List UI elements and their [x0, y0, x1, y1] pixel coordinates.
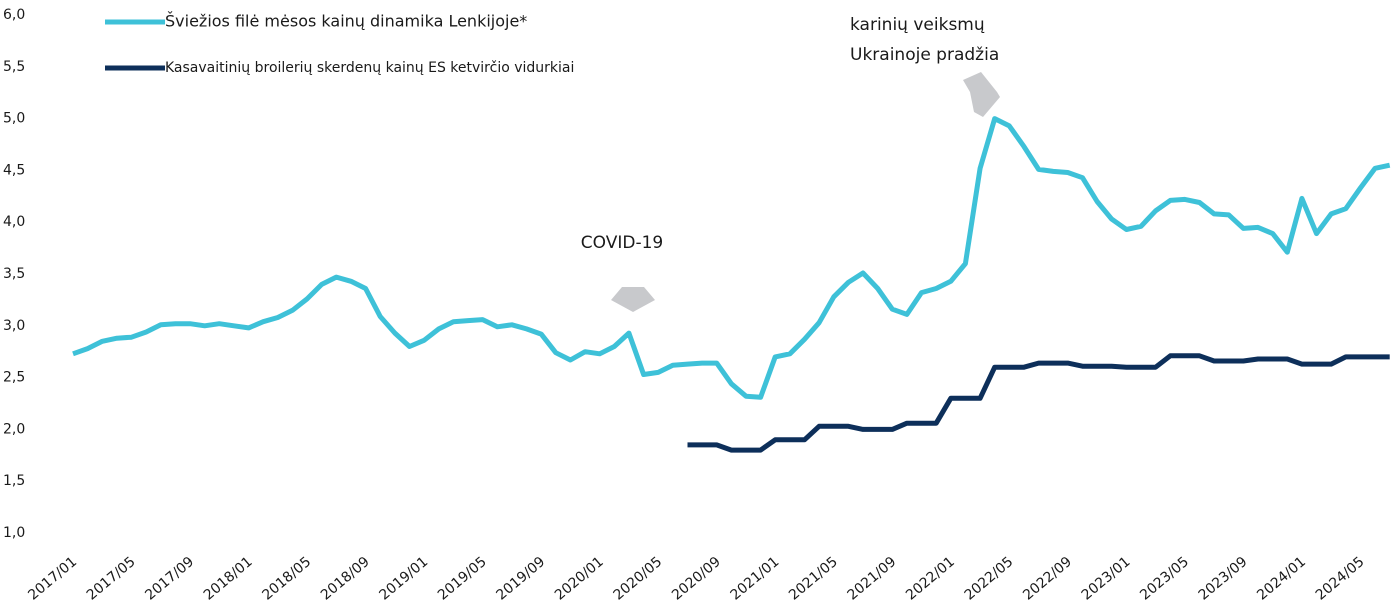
x-tick-label: 2021/09	[845, 554, 900, 604]
annotation: COVID-19	[581, 233, 663, 253]
legend-label: Šviežios filė mėsos kainų dinamika Lenki…	[165, 12, 527, 31]
x-tick-label: 2024/05	[1313, 554, 1368, 604]
x-tick-label: 2021/01	[728, 554, 783, 604]
covid-arrow	[611, 287, 655, 312]
x-tick-label: 2022/05	[962, 554, 1017, 604]
annotation: Ukrainoje pradžia	[850, 45, 999, 65]
x-tick-label: 2018/09	[318, 554, 373, 604]
y-tick-label: 5,0	[3, 111, 25, 127]
war-arrow	[963, 72, 1000, 117]
x-tick-label: 2022/09	[1020, 554, 1075, 604]
y-tick-label: 4,5	[3, 162, 25, 178]
y-tick-label: 3,5	[3, 266, 25, 282]
x-tick-label: 2023/01	[1079, 554, 1134, 604]
x-tick-label: 2023/09	[1196, 554, 1251, 604]
x-tick-label: 2020/01	[552, 554, 607, 604]
x-tick-label: 2022/01	[903, 554, 958, 604]
y-tick-label: 4,0	[3, 214, 25, 230]
x-tick-label: 2019/01	[376, 554, 431, 604]
series-line	[687, 353, 1390, 453]
series-line	[72, 116, 1391, 400]
y-tick-label: 5,5	[3, 59, 25, 75]
x-tick-label: 2017/05	[84, 554, 139, 604]
x-tick-label: 2024/01	[1254, 554, 1309, 604]
annotation: karinių veiksmų	[850, 15, 985, 35]
y-tick-label: 3,0	[3, 318, 25, 334]
x-tick-label: 2019/09	[493, 554, 548, 604]
y-tick-label: 2,5	[3, 370, 25, 386]
y-tick-label: 6,0	[3, 7, 25, 23]
x-tick-label: 2020/09	[669, 554, 724, 604]
x-tick-label: 2017/01	[25, 554, 80, 604]
y-tick-label: 2,0	[3, 421, 25, 437]
x-tick-label: 2017/09	[142, 554, 197, 604]
x-tick-label: 2018/05	[259, 554, 314, 604]
x-tick-label: 2018/01	[201, 554, 256, 604]
y-tick-label: 1,0	[3, 525, 25, 541]
x-tick-label: 2023/05	[1137, 554, 1192, 604]
x-tick-label: 2021/05	[786, 554, 841, 604]
x-tick-label: 2020/05	[610, 554, 665, 604]
y-tick-label: 1,5	[3, 473, 25, 489]
x-tick-label: 2019/05	[435, 554, 490, 604]
legend-label: Kasavaitinių broilerių skerdenų kainų ES…	[165, 60, 574, 76]
